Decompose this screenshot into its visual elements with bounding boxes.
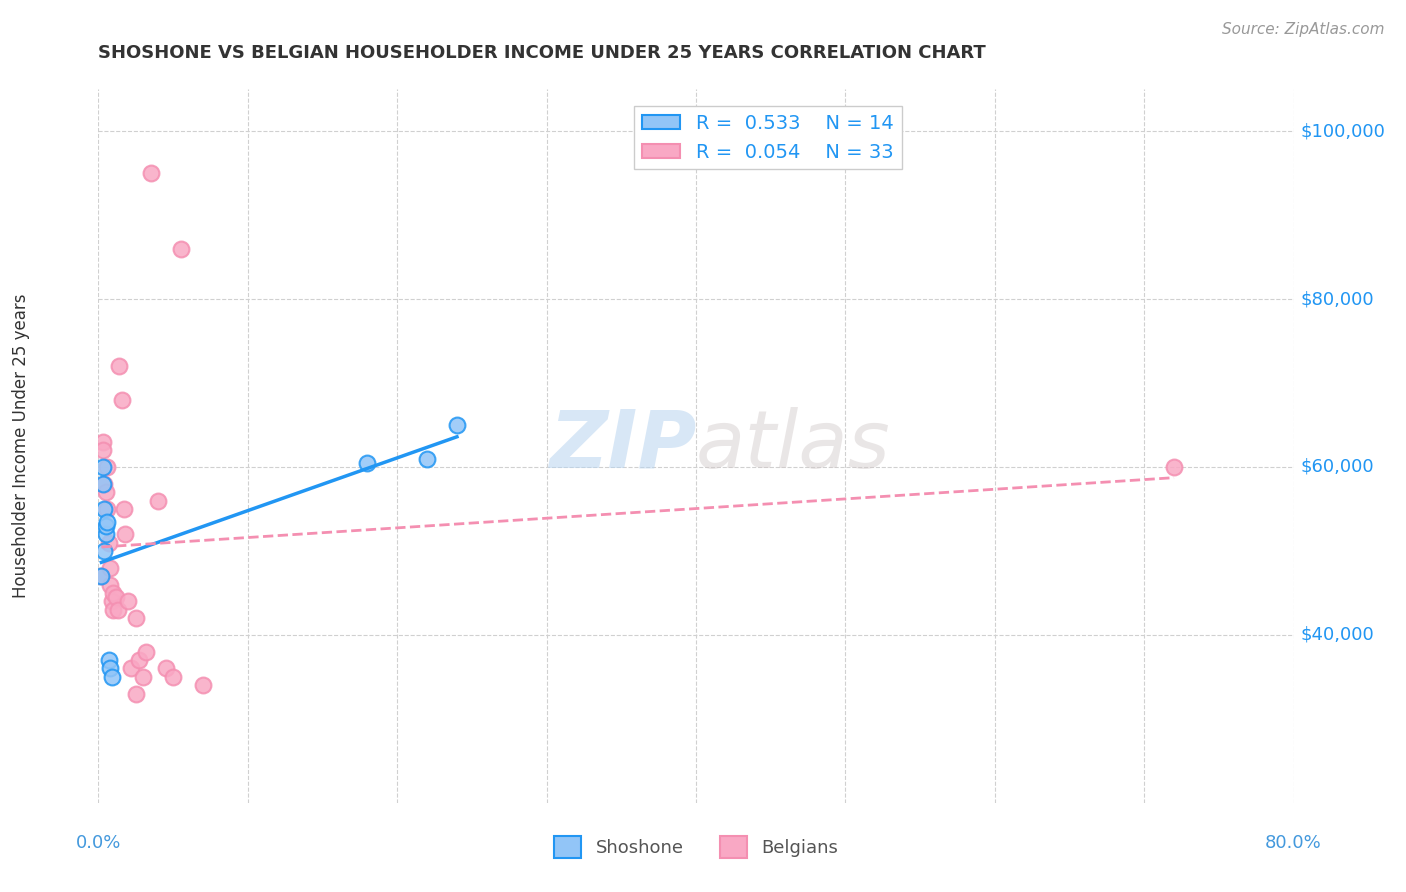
Point <box>93 502 115 516</box>
Point <box>125 611 148 625</box>
Point <box>111 392 134 407</box>
Point <box>94 527 117 541</box>
Point <box>98 560 122 574</box>
Point <box>107 603 129 617</box>
Point <box>93 476 115 491</box>
Point <box>162 670 184 684</box>
Point <box>91 443 114 458</box>
Point <box>91 476 114 491</box>
Point <box>96 502 118 516</box>
Text: $40,000: $40,000 <box>1301 626 1374 644</box>
Text: SHOSHONE VS BELGIAN HOUSEHOLDER INCOME UNDER 25 YEARS CORRELATION CHART: SHOSHONE VS BELGIAN HOUSEHOLDER INCOME U… <box>98 45 986 62</box>
Point <box>169 242 191 256</box>
Point <box>93 544 115 558</box>
Point <box>148 493 170 508</box>
Point <box>112 502 135 516</box>
Text: 80.0%: 80.0% <box>1265 834 1322 852</box>
Point <box>114 527 136 541</box>
Text: $80,000: $80,000 <box>1301 290 1374 308</box>
Point <box>128 653 150 667</box>
Point <box>96 515 118 529</box>
Point <box>155 661 177 675</box>
Point <box>132 670 155 684</box>
Text: Source: ZipAtlas.com: Source: ZipAtlas.com <box>1222 22 1385 37</box>
Point <box>94 518 117 533</box>
Point <box>98 577 122 591</box>
Text: atlas: atlas <box>696 407 891 485</box>
Point <box>91 434 114 449</box>
Point <box>103 603 125 617</box>
Point <box>356 456 378 470</box>
Text: $100,000: $100,000 <box>1301 122 1385 140</box>
Point <box>108 359 131 374</box>
Point <box>416 451 439 466</box>
Point <box>91 460 114 475</box>
Text: $60,000: $60,000 <box>1301 458 1374 476</box>
Point <box>101 670 124 684</box>
Text: Householder Income Under 25 years: Householder Income Under 25 years <box>13 293 30 599</box>
Point <box>120 661 142 675</box>
Point <box>135 645 157 659</box>
Text: 0.0%: 0.0% <box>76 834 121 852</box>
Point <box>446 417 468 432</box>
Point <box>103 586 125 600</box>
Point <box>101 594 124 608</box>
Point <box>90 569 112 583</box>
Point <box>94 485 117 500</box>
Point <box>90 569 112 583</box>
Point <box>97 535 120 549</box>
Point <box>139 166 162 180</box>
Point <box>98 661 122 675</box>
Point <box>117 594 139 608</box>
Point <box>97 653 120 667</box>
Point <box>96 460 118 475</box>
Point <box>191 678 214 692</box>
Point <box>105 590 128 604</box>
Text: ZIP: ZIP <box>548 407 696 485</box>
Legend: Shoshone, Belgians: Shoshone, Belgians <box>547 829 845 865</box>
Point <box>125 687 148 701</box>
Point <box>1163 460 1185 475</box>
